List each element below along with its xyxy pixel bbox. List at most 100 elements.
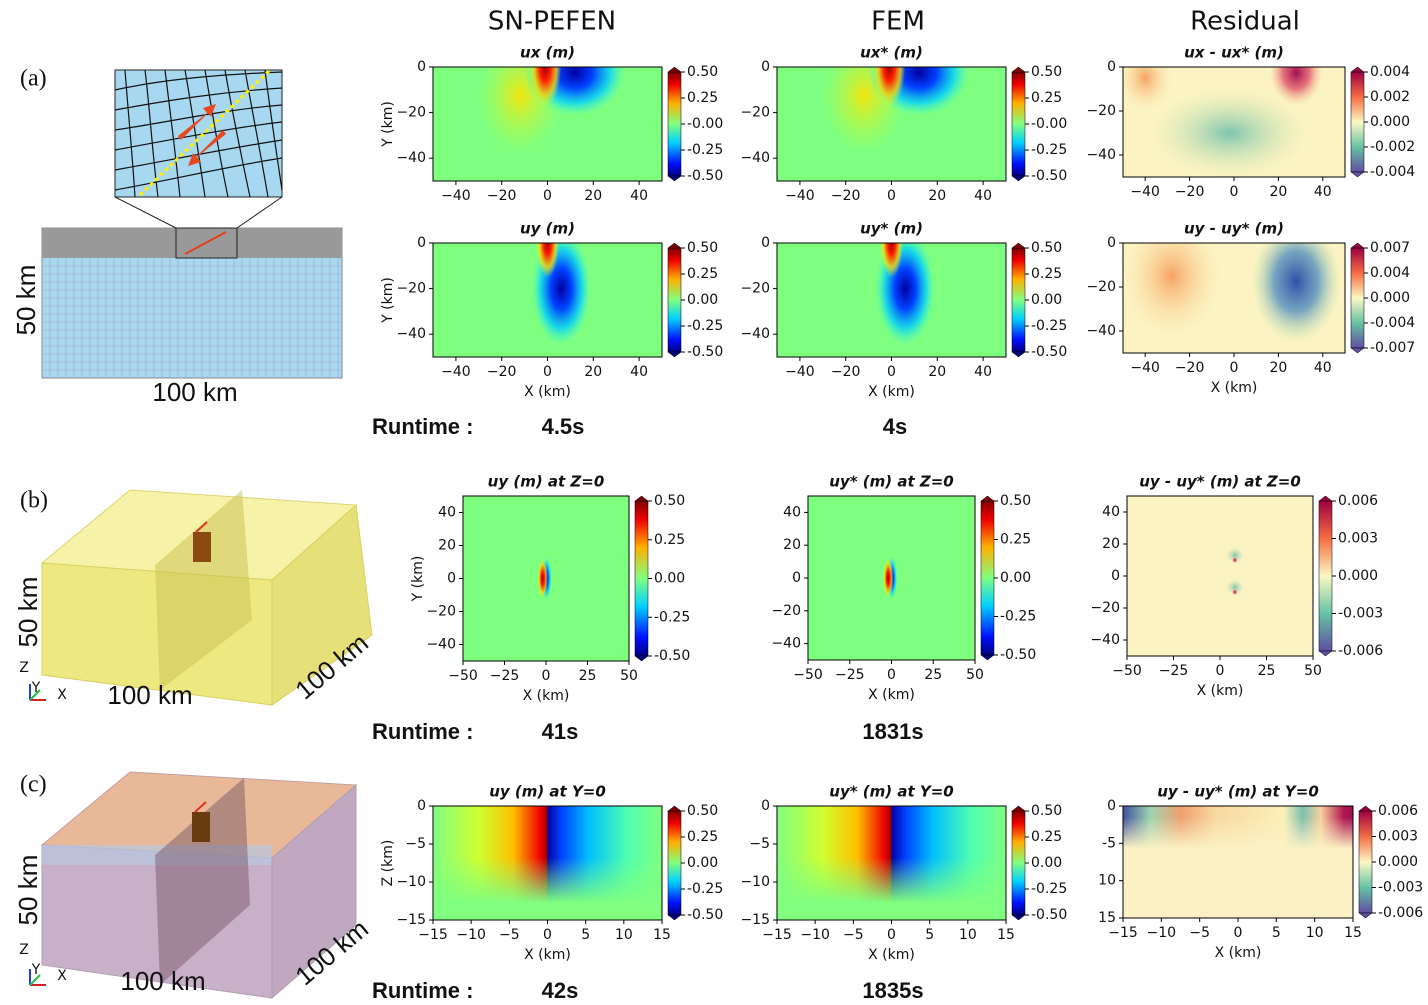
heatmap: −50 −25 0 25 50 40 20 0 −20 −40 uy - uy* (m) at Z=… [1090,473,1383,700]
x-tick-label: −40 [1130,184,1160,200]
x-tick-label: 0 [1230,360,1239,376]
colorbar-arrow [667,351,682,358]
colorbar-tick-label: 0.000 [1378,854,1418,870]
runtime-label: Runtime : [372,719,473,744]
x-tick-label: 20 [928,364,946,380]
x-tick-label: 40 [630,188,648,204]
x-axis-label: X (km) [868,687,915,703]
x-tick-label: 0 [887,364,896,380]
field [777,806,1006,920]
x-tick-label: −15 [1108,925,1138,941]
x-tick-label: −40 [441,364,471,380]
column-header: Residual [1190,7,1300,37]
layered-box-illustration [40,771,358,1000]
y-tick-label: 0 [1107,798,1116,814]
colorbar-tick-label: 0.000 [1370,290,1410,306]
y-tick-label: 20 [1102,536,1120,552]
colorbar [667,810,682,916]
y-tick-label: 0 [1107,59,1116,75]
x-tick-label: 20 [1269,184,1287,200]
y-tick-label: −40 [1090,632,1120,648]
colorbar-tick-label: -0.004 [1370,315,1415,331]
x-tick-label: −25 [835,667,865,683]
x-tick-label: 40 [1314,360,1332,376]
colorbar [634,500,649,657]
field [1123,67,1345,177]
colorbar-tick-label: 0.003 [1378,829,1418,845]
scale-width: 100 km [120,966,205,996]
y-tick-label: −40 [426,637,456,653]
x-axis-label: X (km) [524,384,571,400]
panel-title: uy* (m) at Z=0 [829,473,953,491]
field-blob [1151,89,1308,177]
x-tick-label: 10 [1306,925,1324,941]
x-tick-label: −20 [1175,360,1205,376]
field [433,806,662,920]
heatmap: −40 −20 0 20 40 0 −20 −40 ux (m) Y (km) 0.50 0.25 -0… [380,44,723,205]
x-tick-label: −25 [1159,663,1189,679]
colorbar-arrow [634,655,649,662]
runtime-value: 4.5s [542,414,585,439]
y-tick-label: 0 [1111,568,1120,584]
x-tick-label: 0 [1230,184,1239,200]
colorbar-tick-label: 0.004 [1370,64,1410,80]
colorbar-arrow [667,914,682,921]
field-blob [1232,556,1238,564]
field [777,243,1006,357]
panel-title: uy* (m) [860,220,923,238]
x-axis-label: X (km) [524,947,571,963]
field-blob [1123,243,1221,337]
y-tick-label: 0 [761,798,770,814]
colorbar-tick-label: -0.50 [654,648,690,664]
y-tick-label: −20 [396,105,426,121]
y-tick-label: 0 [417,798,426,814]
field-blob [880,243,903,278]
y-axis-label: Y (km) [410,556,426,603]
panel-label: (b) [20,488,48,514]
panel-title: uy (m) at Y=0 [489,783,606,801]
colorbar-tick-label: -0.50 [1031,168,1067,184]
y-axis-label: Z (km) [380,840,396,887]
colorbar-tick-label: 0.50 [1000,493,1031,509]
y-tick-label: 40 [438,505,456,521]
heatmap: −15 −10 −5 0 5 10 15 0 −5 −10 −15 uy (m) at Y=0 X (k… [380,783,723,964]
scale-height: 50 km [13,577,43,648]
panel-title: uy (m) [520,220,575,238]
x-tick-label: −50 [793,667,823,683]
x-tick-label: 15 [1344,925,1362,941]
x-tick-label: 0 [543,927,552,943]
colorbar-tick-label: -0.25 [1031,142,1067,158]
colorbar-arrow [667,175,682,182]
colorbar [1011,810,1026,916]
colorbar-tick-label: -0.006 [1338,643,1383,659]
scale-height: 50 km [13,855,43,926]
colorbar-tick-label: 0.00 [687,292,718,308]
x-tick-label: 40 [974,188,992,204]
x-tick-label: 0 [887,667,896,683]
panel-title: uy - uy* (m) at Z=0 [1139,473,1301,491]
y-tick-label: −15 [396,912,426,928]
heatmap: −15 −10 −5 0 5 10 15 0 -5 10 15 uy - uy* (m) at Y=0… [1098,783,1423,962]
colorbar-arrow [667,805,682,812]
column-header: SN-PEFEN [488,7,616,37]
y-tick-label: −10 [740,874,770,890]
colorbar-tick-label: 0.00 [1000,570,1031,586]
x-axis-label: X (km) [1211,380,1258,396]
x-tick-label: 0 [543,364,552,380]
column-header: FEM [871,7,925,37]
x-tick-label: −40 [441,188,471,204]
runtime-value: 42s [542,978,579,1003]
runtime-value: 4s [883,414,907,439]
y-tick-label: -5 [1102,835,1116,851]
colorbar-tick-label: 0.00 [1031,855,1062,871]
x-tick-label: 40 [630,364,648,380]
y-tick-label: 40 [783,504,801,520]
heatmap: −40 −20 0 20 40 0 −20 −40 uy* (m) X (km) 0.50 0.25 0… [740,220,1067,401]
colorbar-tick-label: 0.25 [687,90,718,106]
y-tick-label: −20 [1086,279,1116,295]
x-tick-label: −20 [831,188,861,204]
x-tick-label: 50 [1304,663,1322,679]
heatmap: −40 −20 0 20 40 0 −20 −40 uy (m) X (km) Y (km) 0.50… [380,220,723,401]
axis-letter: Z [19,660,29,676]
field-blob [1251,243,1341,342]
